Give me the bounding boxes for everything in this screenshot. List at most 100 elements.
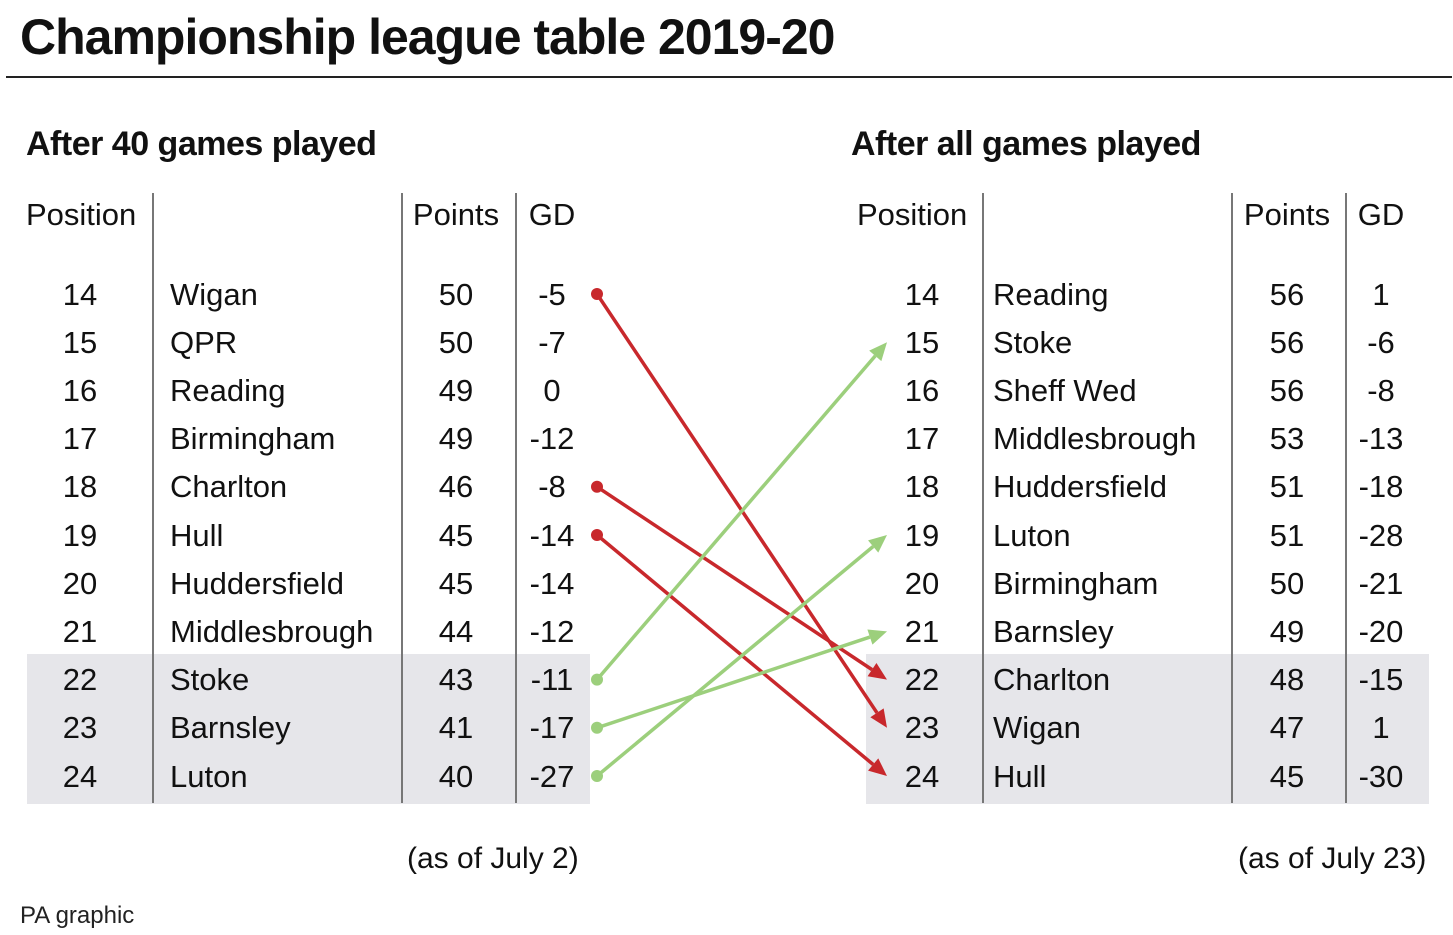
right-row-gd: -30 (1358, 758, 1404, 794)
arrow-start-dot (591, 529, 603, 541)
arrow-head (867, 629, 887, 645)
arrow-line (595, 533, 875, 766)
right-row-points: 51 (1269, 469, 1305, 505)
right-row-team: Luton (993, 517, 1071, 553)
right-row-team: Charlton (993, 662, 1111, 698)
arrow-charlton (591, 480, 887, 680)
left-row-points: 50 (438, 324, 474, 360)
right-relegation-band (866, 654, 1429, 804)
left-header-gd: GD (528, 196, 576, 232)
left-row-points: 45 (438, 517, 474, 553)
left-row-gd: -11 (530, 662, 574, 698)
left-row-team: QPR (170, 324, 238, 360)
left-row-team: Barnsley (170, 710, 291, 746)
left-row-position: 21 (62, 613, 98, 649)
left-row-gd: -12 (529, 421, 575, 457)
right-row-team: Wigan (993, 710, 1081, 746)
arrow-start-dot (591, 770, 603, 782)
left-row-position: 20 (62, 565, 98, 601)
arrow-head (867, 662, 887, 680)
right-header-position: Position (857, 196, 968, 232)
left-row-position: 15 (62, 324, 98, 360)
right-row-gd: -21 (1358, 565, 1404, 601)
arrow-stoke (591, 342, 887, 686)
left-row-position: 22 (62, 662, 98, 698)
left-row-points: 44 (438, 613, 474, 649)
arrow-start-dot (591, 673, 603, 686)
right-row-position: 23 (904, 710, 940, 746)
right-note: (as of July 23) (1238, 842, 1427, 875)
arrow-luton (591, 535, 887, 782)
left-row-team: Charlton (170, 469, 288, 505)
left-row-position: 17 (62, 421, 98, 457)
left-row-gd: -17 (529, 710, 575, 746)
right-row-points: 49 (1269, 613, 1305, 649)
title-rule (6, 76, 1452, 78)
left-row-position: 23 (62, 710, 98, 746)
right-row-position: 24 (904, 758, 940, 794)
left-row-points: 43 (438, 662, 474, 698)
left-header-position: Position (26, 196, 137, 232)
right-row-gd: -18 (1358, 469, 1404, 505)
left-row-team: Stoke (170, 662, 250, 698)
left-row-points: 45 (438, 565, 474, 601)
arrow-head (868, 535, 887, 553)
left-relegation-band (27, 654, 590, 804)
arrow-barnsley (591, 629, 887, 734)
arrow-line (595, 545, 875, 778)
right-row-points: 47 (1269, 710, 1305, 746)
right-row-gd: 1 (1372, 710, 1390, 746)
page-title: Championship league table 2019-20 (20, 9, 835, 65)
arrow-line (595, 354, 877, 681)
right-row-team: Birmingham (993, 565, 1159, 601)
right-row-team: Sheff Wed (993, 372, 1137, 408)
right-row-points: 56 (1269, 324, 1305, 360)
right-row-team: Huddersfield (993, 469, 1168, 505)
left-row-team: Birmingham (170, 421, 336, 457)
right-row-team: Reading (993, 276, 1109, 312)
right-row-gd: -6 (1367, 324, 1395, 360)
arrow-start-dot (591, 721, 603, 734)
arrow-head (869, 342, 887, 362)
left-row-gd: -8 (538, 469, 566, 505)
arrow-start-dot (591, 480, 603, 493)
right-row-team: Barnsley (993, 613, 1114, 649)
right-row-position: 18 (904, 469, 940, 505)
right-row-position: 21 (904, 613, 940, 649)
left-row-team: Reading (170, 372, 286, 408)
right-row-team: Stoke (993, 324, 1073, 360)
right-row-gd: 1 (1372, 276, 1390, 312)
left-row-team: Luton (170, 758, 248, 794)
right-row-team: Middlesbrough (993, 421, 1197, 457)
left-row-position: 14 (62, 276, 98, 312)
right-row-position: 15 (904, 324, 940, 360)
right-row-gd: -8 (1367, 372, 1395, 408)
right-row-points: 53 (1269, 421, 1305, 457)
left-row-gd: -7 (538, 324, 566, 360)
left-subtitle: After 40 games played (26, 125, 377, 163)
right-row-position: 20 (904, 565, 940, 601)
right-row-gd: -15 (1358, 662, 1404, 698)
right-column-divider (982, 193, 984, 803)
source-credit: PA graphic (20, 902, 135, 929)
right-row-position: 19 (904, 517, 940, 553)
right-row-points: 50 (1269, 565, 1305, 601)
arrow-wigan (591, 288, 887, 728)
left-row-position: 18 (62, 469, 98, 505)
left-column-divider (152, 193, 154, 803)
left-row-points: 50 (438, 276, 474, 312)
arrow-hull (591, 529, 887, 776)
left-header-points: Points (412, 196, 500, 232)
arrow-head (870, 708, 887, 728)
right-header-gd: GD (1357, 196, 1405, 232)
right-row-points: 45 (1269, 758, 1305, 794)
right-row-team: Hull (993, 758, 1047, 794)
right-row-points: 48 (1269, 662, 1305, 698)
left-row-gd: -14 (529, 517, 575, 553)
right-subtitle: After all games played (851, 125, 1201, 163)
right-row-position: 14 (904, 276, 940, 312)
right-header-points: Points (1243, 196, 1331, 232)
right-row-gd: -28 (1358, 517, 1404, 553)
left-row-points: 46 (438, 469, 474, 505)
